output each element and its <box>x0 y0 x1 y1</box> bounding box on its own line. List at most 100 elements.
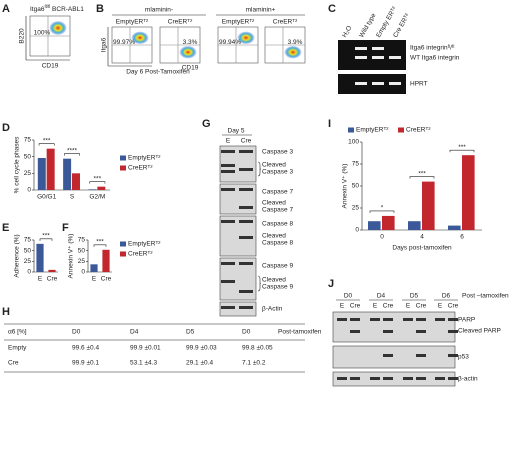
x-tick-label: E <box>38 276 43 283</box>
blot-band <box>221 150 235 153</box>
row-label: Cleaved <box>262 277 286 284</box>
blot-band <box>416 377 426 380</box>
panel-letter: J <box>328 278 334 290</box>
plot-label: CreERᵀ² <box>168 19 193 26</box>
day-label: D5 <box>410 293 419 300</box>
legend-label: EmptyERᵀ² <box>128 155 161 162</box>
panel-letter: G <box>202 118 211 130</box>
blot-band <box>383 318 393 321</box>
blot-band <box>337 318 347 321</box>
blot-band <box>239 306 253 309</box>
density-blob <box>284 45 302 59</box>
band-label: WT Itga6 integrin <box>410 55 460 62</box>
lane-label: Cre ERᵀ² <box>392 12 412 39</box>
lane-label: E <box>406 303 411 310</box>
bar <box>46 148 55 190</box>
blot-band <box>350 377 360 380</box>
lane-label: Cre <box>241 138 252 145</box>
table-cell: Empty <box>8 345 27 352</box>
row-label: PARP <box>458 317 475 324</box>
gate-percent: 3.9% <box>288 39 303 46</box>
axis-label: Adherence (%) <box>14 234 21 277</box>
significance-bracket <box>38 143 55 146</box>
y-tick-label: 50 <box>24 153 32 160</box>
row-label: Caspase 7 <box>262 189 293 196</box>
significance-bracket <box>64 153 80 156</box>
legend-swatch <box>120 155 126 161</box>
band-label: HPRT <box>410 81 428 88</box>
day-label: D4 <box>377 293 386 300</box>
band-label: Itga6 integrinᶠˡ/ᶠˡ <box>410 45 454 52</box>
blot-band <box>221 220 235 223</box>
gel-band <box>372 47 384 50</box>
y-tick-label: 0 <box>27 187 31 194</box>
gel-band <box>355 56 367 59</box>
row-label: β-Actin <box>262 306 283 313</box>
bar <box>36 243 44 272</box>
group-label: mlaminin+ <box>246 7 276 14</box>
x-tick-label: G0/G1 <box>37 194 57 201</box>
bar <box>408 221 421 230</box>
significance: *** <box>458 144 466 151</box>
x-tick-label: 6 <box>460 234 464 241</box>
table-cell: 29.1 ±0.4 <box>186 360 213 367</box>
blot-band <box>416 330 426 333</box>
table-header: Post-tamoxifen <box>278 329 322 336</box>
x-tick-label: 0 <box>380 234 384 241</box>
significance: * <box>381 205 384 212</box>
legend-label: CreERᵀ² <box>406 127 431 134</box>
axis-label: Days post-tamoxifen <box>392 245 452 252</box>
significance-bracket <box>369 210 395 213</box>
panel-letter: F <box>62 222 69 234</box>
bar <box>48 269 56 272</box>
y-tick-label: 25 <box>78 258 86 265</box>
significance: *** <box>94 175 102 182</box>
panel-letter: A <box>2 3 10 15</box>
lane-label: E <box>438 303 443 310</box>
blot-band <box>221 170 235 173</box>
legend-swatch <box>120 241 126 247</box>
x-tick-label: 4 <box>420 234 424 241</box>
bar <box>368 221 381 230</box>
blot-band <box>221 188 235 191</box>
blot-band <box>448 354 458 357</box>
panel-letter: D <box>2 122 10 134</box>
blot-band <box>370 377 380 380</box>
x-tick-label: Cre <box>47 276 58 283</box>
legend-label: EmptyERᵀ² <box>128 241 161 248</box>
gate-percent: 99.97% <box>113 39 135 46</box>
blot <box>332 345 456 369</box>
significance: *** <box>43 137 51 144</box>
axis-label: % cell cycle phases <box>14 136 21 193</box>
gel-band <box>389 56 401 59</box>
blot-band <box>383 354 393 357</box>
y-tick-label: 25 <box>24 258 32 265</box>
x-tick-label: S <box>70 194 75 201</box>
blot <box>219 301 257 317</box>
row-label: β-actin <box>458 376 478 383</box>
bar <box>102 249 110 272</box>
row-label: Caspase 8 <box>262 240 293 247</box>
gel-band <box>372 56 384 59</box>
significance-bracket <box>449 149 475 153</box>
bar <box>72 173 80 190</box>
legend-label: CreERᵀ² <box>128 251 153 258</box>
brace <box>257 275 261 292</box>
blot-band <box>403 377 413 380</box>
day-label: D0 <box>344 293 353 300</box>
table-cell: 53.1 ±4.3 <box>130 360 157 367</box>
y-tick-label: 0 <box>355 227 359 234</box>
caption: Day 6 Post-Tamoxifen <box>126 69 190 76</box>
significance-bracket <box>39 238 53 241</box>
lane-label: Cre <box>383 303 394 310</box>
label: CD19 <box>182 65 199 72</box>
blot-band <box>239 290 253 293</box>
significance-bracket <box>89 181 106 184</box>
significance: *** <box>96 239 104 246</box>
y-tick-label: 75 <box>78 237 86 244</box>
panel-letter: I <box>328 118 331 130</box>
blot-band <box>350 330 360 333</box>
table-cell: 99.9 ±0.03 <box>186 345 217 352</box>
significance: *** <box>418 170 426 177</box>
blot-band <box>370 318 380 321</box>
